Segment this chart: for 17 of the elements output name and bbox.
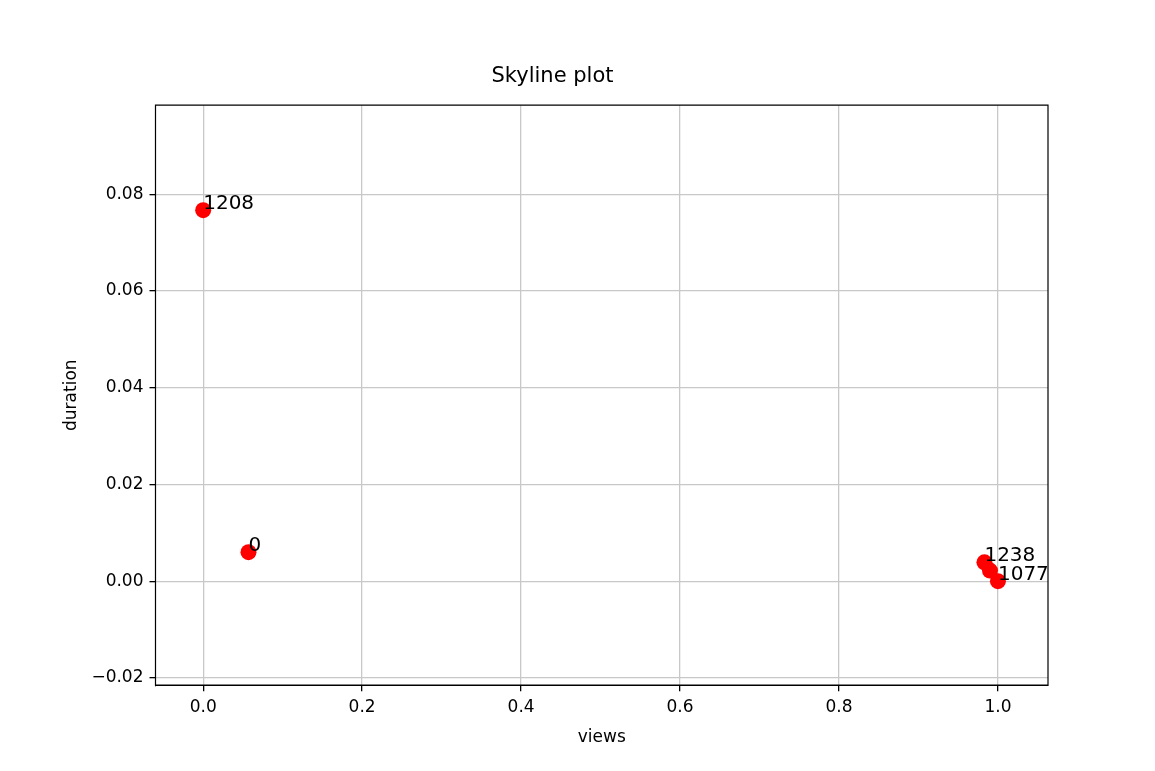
- y-tick-label: 0.02: [105, 472, 144, 493]
- x-tick-label: 1.0: [984, 695, 1012, 716]
- y-tick-label: 0.04: [105, 376, 144, 397]
- y-tick-label: 0.08: [105, 182, 144, 203]
- x-tick-label: 0.6: [666, 695, 694, 716]
- chart-title: Skyline plot: [491, 63, 614, 88]
- x-tick-label: 0.0: [189, 695, 217, 716]
- x-tick-label: 0.8: [825, 695, 853, 716]
- x-tick-label: 0.2: [348, 695, 376, 716]
- y-tick-label: 0.00: [105, 569, 144, 590]
- x-tick-label: 0.4: [507, 695, 535, 716]
- point: [981, 562, 998, 579]
- y-axis-title: duration: [59, 359, 80, 431]
- y-tick-label: 0.06: [105, 279, 144, 300]
- y-tick-label: −0.02: [91, 666, 144, 687]
- x-axis-title: views: [577, 726, 626, 747]
- annotation: 1208: [203, 190, 255, 215]
